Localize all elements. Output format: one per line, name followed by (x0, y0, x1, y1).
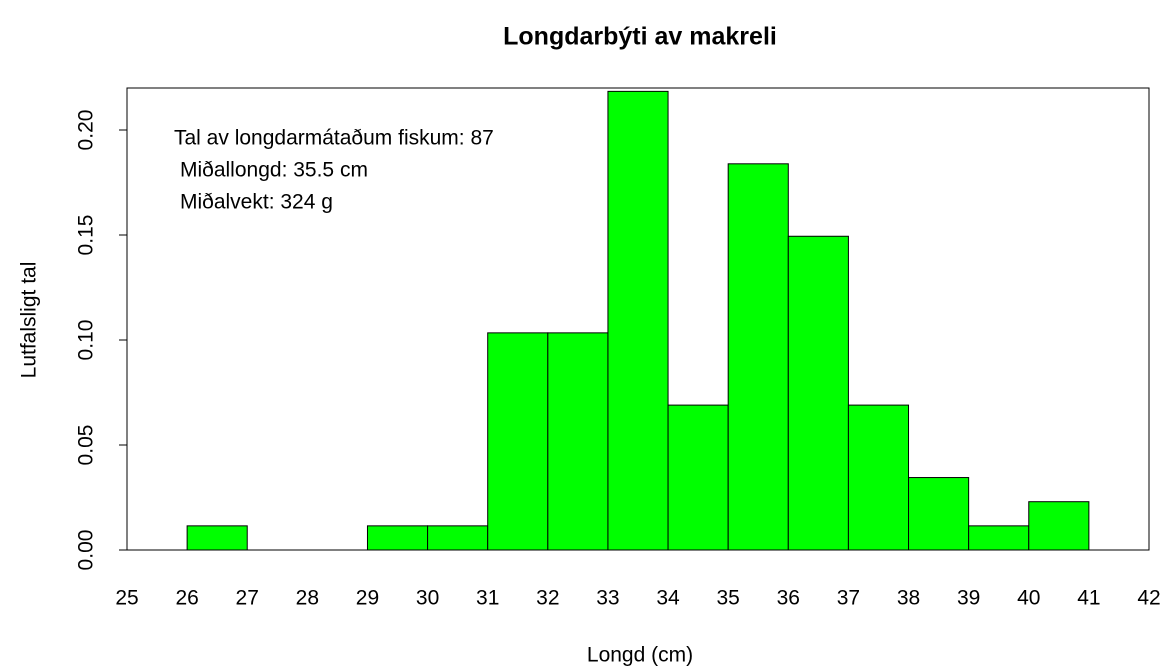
bar (787, 235, 849, 551)
x-axis-label: Longd (cm) (587, 644, 693, 667)
annotation: Tal av longdarmátaðum fiskum: 87 (174, 127, 494, 150)
annotation: Miðallongd: 35.5 cm (180, 159, 368, 182)
bar (968, 525, 1030, 551)
x-tick-label: 34 (656, 587, 680, 610)
y-tick-label: 0.15 (75, 215, 98, 256)
bar (847, 404, 910, 551)
bar (186, 525, 248, 551)
annotation: Miðalvekt: 324 g (180, 191, 333, 214)
y-tick-label: 0.10 (75, 320, 98, 361)
plot (186, 90, 1090, 551)
bar (487, 332, 549, 551)
x-tick-label: 27 (236, 587, 259, 610)
x-tick-label: 31 (476, 587, 499, 610)
plot-frame (126, 87, 1150, 551)
x-tick-label: 37 (837, 587, 860, 610)
x-tick-label: 42 (1137, 587, 1160, 610)
x-tick-label: 26 (175, 587, 198, 610)
chart-title: Longdarbýti av makreli (503, 23, 777, 51)
x-tick-label: 39 (957, 587, 980, 610)
bar (366, 525, 429, 551)
bar (547, 332, 609, 551)
bar (727, 163, 789, 551)
x-tick-label: 25 (115, 587, 138, 610)
x-tick-label: 29 (356, 587, 379, 610)
x-tick-label: 28 (296, 587, 319, 610)
bar (607, 90, 669, 551)
x-tick-label: 36 (777, 587, 800, 610)
x-tick-label: 30 (416, 587, 439, 610)
y-tick-label: 0.20 (75, 110, 98, 151)
x-tick-label: 33 (596, 587, 619, 610)
x-tick-label: 41 (1077, 587, 1100, 610)
y-axis-label: Lutfalsligt tal (18, 262, 41, 379)
y-tick-label: 0.05 (75, 425, 98, 466)
bar (908, 477, 970, 551)
bar (427, 525, 489, 551)
x-tick-label: 32 (536, 587, 559, 610)
y-tick-label: 0.00 (75, 530, 98, 571)
bar (667, 404, 729, 551)
x-tick-label: 40 (1017, 587, 1040, 610)
x-tick-label: 38 (897, 587, 920, 610)
bar (1028, 501, 1090, 551)
x-tick-label: 35 (716, 587, 739, 610)
